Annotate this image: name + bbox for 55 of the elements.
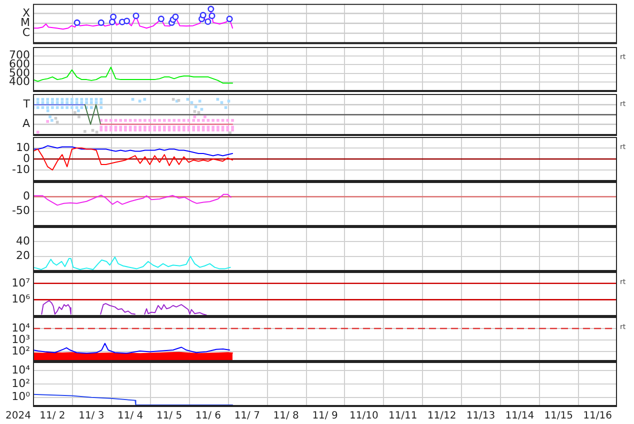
y-tick-label: -10 — [12, 162, 30, 176]
x-tick-label: 11/12 — [427, 410, 456, 422]
x-tick-label: 11/ 5 — [156, 410, 182, 422]
x-tick-label: 11/15 — [544, 410, 574, 422]
point — [197, 111, 200, 114]
ref-line-label: A — [22, 117, 30, 130]
y-tick-label: 20 — [16, 249, 30, 262]
y-tick-label: 0 — [23, 190, 30, 203]
point — [158, 16, 164, 22]
point — [226, 16, 233, 22]
x-tick-label: 11/11 — [388, 410, 418, 422]
x-tick-label: 11/14 — [505, 410, 534, 422]
y-tick-label: 400 — [9, 75, 30, 88]
point — [172, 98, 175, 101]
point — [98, 19, 104, 26]
y-tick-label: -50 — [12, 204, 30, 218]
y-tick-label: 10² — [12, 376, 30, 390]
y-tick-label: 10⁴ — [12, 364, 31, 377]
y-tick-label: 10⁶ — [12, 292, 31, 306]
x-tick-label: 11/16 — [583, 410, 612, 422]
point — [73, 111, 76, 114]
x-tick-label: 11/ 3 — [78, 410, 104, 422]
point — [124, 18, 130, 24]
x-axis-title: 2024 — [6, 410, 31, 422]
x-tick-label: 11/10 — [350, 410, 378, 422]
x-tick-label: 11/ 2 — [40, 410, 66, 422]
x-tick-label: 11/ 4 — [118, 410, 144, 422]
point — [78, 115, 80, 118]
point — [74, 19, 80, 26]
y-tick-label: 10⁰ — [12, 390, 31, 404]
x-tick-label: 11/13 — [466, 410, 496, 422]
point — [91, 128, 94, 132]
y-tick-label: 10⁷ — [12, 276, 30, 290]
point — [83, 130, 86, 133]
x-tick-label: 11/ 7 — [234, 410, 260, 422]
point — [172, 14, 179, 20]
point — [208, 12, 216, 20]
x-tick-label: 11/ 9 — [312, 410, 338, 422]
y-tick-label: 10⁴ — [12, 321, 31, 334]
point — [193, 110, 196, 113]
y-tick-label: 0 — [23, 152, 30, 165]
point — [108, 18, 116, 26]
point — [208, 6, 214, 12]
x-tick-label: 11/ 8 — [273, 410, 299, 422]
y-tick-label: 10 — [16, 140, 30, 154]
point — [95, 130, 98, 134]
y-tick-label: 10³ — [12, 332, 30, 346]
point — [200, 12, 206, 18]
point — [132, 12, 140, 20]
ref-line-label: T — [22, 98, 30, 111]
y-tick-label: 40 — [16, 234, 30, 248]
y-tick-label: 10² — [12, 344, 30, 358]
point — [110, 14, 117, 20]
x-tick-label: 11/ 6 — [195, 410, 222, 422]
point — [204, 18, 212, 25]
